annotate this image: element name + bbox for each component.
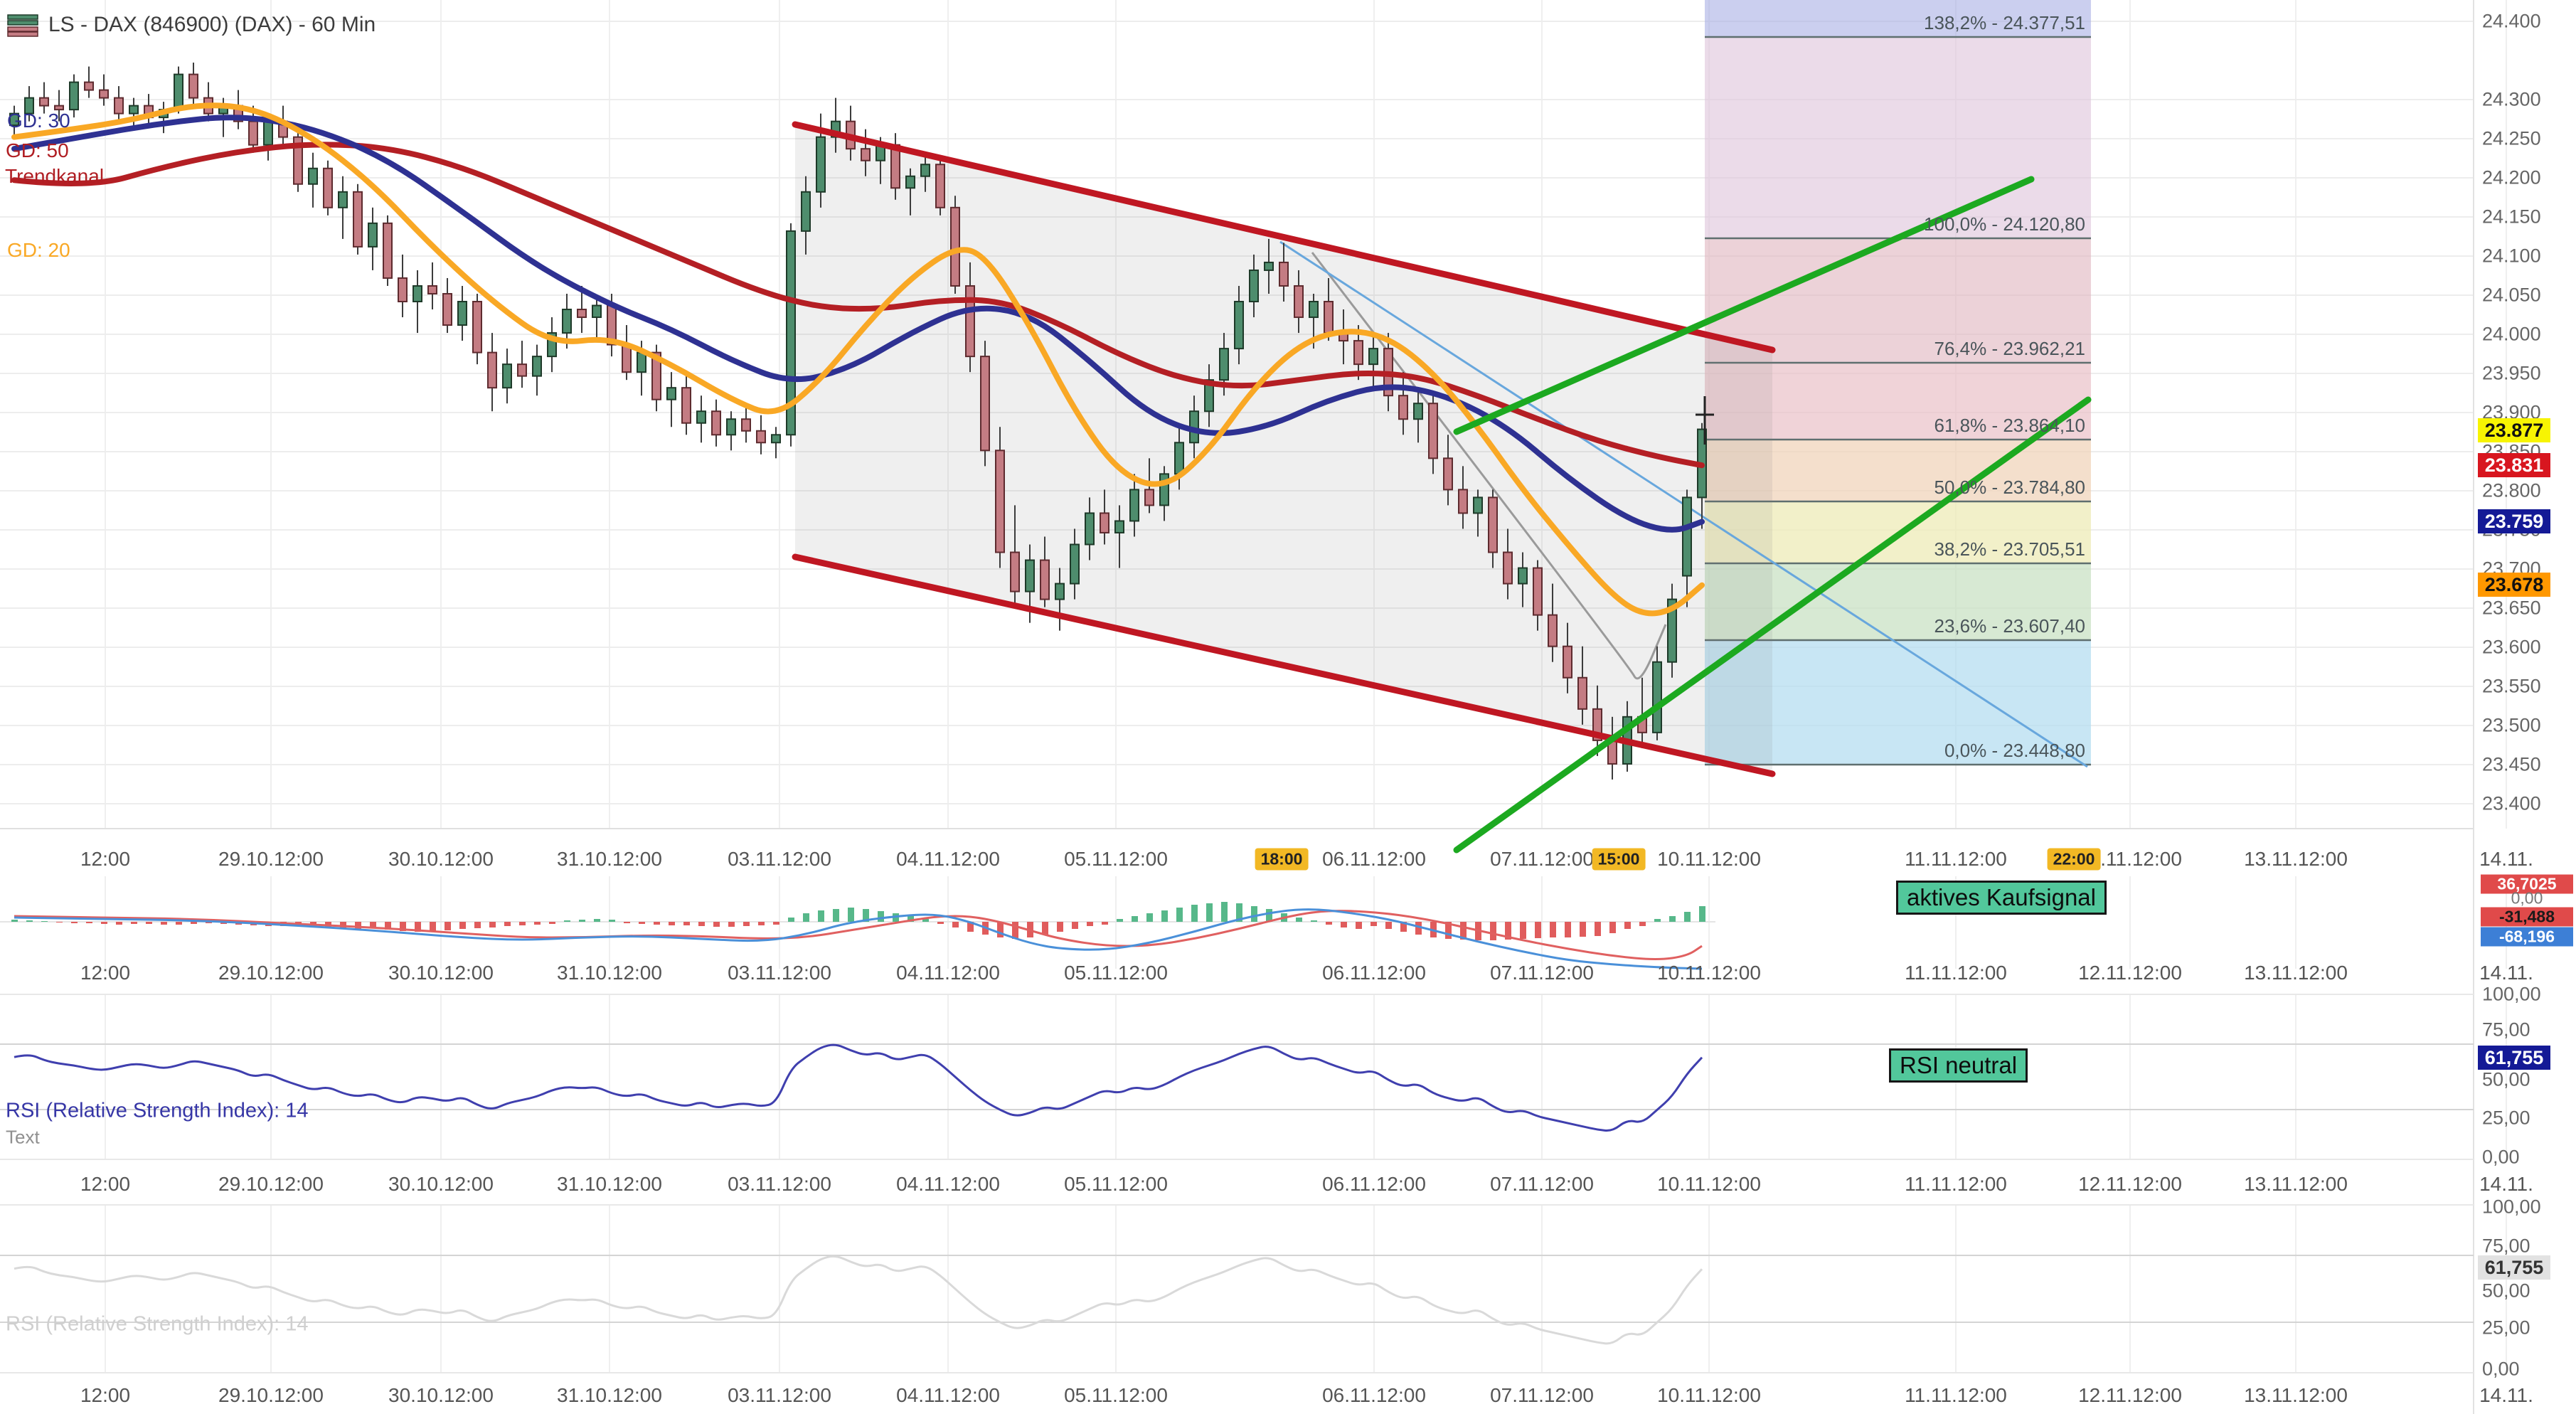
chart-canvas[interactable] — [0, 0, 2576, 1414]
chart-window: LS - DAX (846900) (DAX) - 60 Min GD: 30 … — [0, 0, 2576, 1414]
